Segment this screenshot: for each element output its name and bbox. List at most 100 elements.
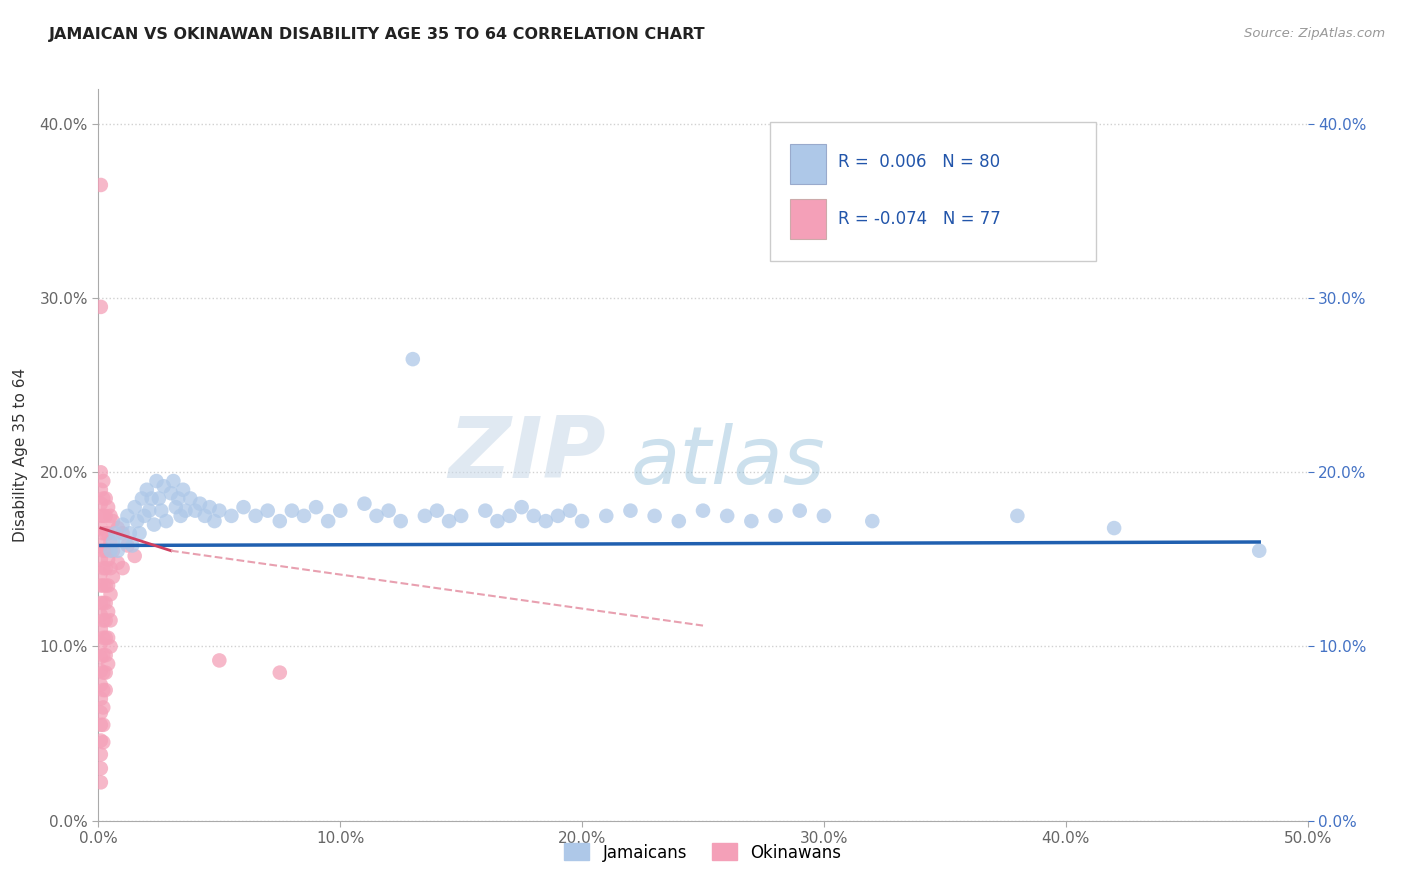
Point (117, 539, 139, 553)
Point (90, 733, 112, 747)
Point (765, 508, 787, 523)
Point (90, 566, 112, 581)
Point (208, 653, 231, 667)
Point (94, 561, 117, 575)
Point (204, 514, 226, 528)
Point (91, 631, 114, 645)
Text: atlas: atlas (630, 423, 825, 501)
Point (90, 747, 112, 762)
Point (124, 500, 146, 515)
Point (366, 508, 388, 523)
Point (91, 718, 114, 732)
Point (143, 517, 166, 532)
FancyBboxPatch shape (790, 199, 827, 239)
Point (97, 552, 120, 566)
Point (668, 514, 690, 528)
Point (127, 514, 149, 528)
Point (90, 775, 112, 789)
Point (91, 596, 114, 610)
Point (97, 578, 120, 592)
Point (232, 500, 254, 515)
Point (281, 503, 304, 517)
Point (692, 503, 714, 517)
Point (329, 503, 352, 517)
Point (437, 514, 460, 528)
Point (90, 578, 112, 592)
Point (91, 735, 114, 749)
Point (292, 508, 315, 523)
Point (1007, 508, 1029, 523)
Point (90, 718, 112, 732)
Point (97, 500, 120, 515)
Point (107, 543, 129, 558)
Point (91, 648, 114, 663)
Point (94, 631, 117, 645)
Point (221, 508, 243, 523)
Point (1249, 543, 1271, 558)
Point (94, 491, 117, 506)
Point (94, 613, 117, 627)
Point (90, 483, 112, 497)
Point (145, 474, 167, 488)
FancyBboxPatch shape (790, 144, 827, 185)
Point (90, 678, 112, 692)
Point (523, 508, 546, 523)
Point (534, 514, 557, 528)
Point (90, 706, 112, 720)
Point (91, 700, 114, 714)
Point (111, 526, 134, 541)
Point (91, 578, 114, 592)
Point (90, 300, 112, 314)
Point (172, 483, 194, 497)
Point (90, 691, 112, 706)
Point (90, 664, 112, 678)
Point (90, 508, 112, 523)
Point (91, 491, 114, 506)
Text: Source: ZipAtlas.com: Source: ZipAtlas.com (1244, 27, 1385, 40)
Point (94, 648, 117, 663)
Point (91, 474, 114, 488)
Point (169, 508, 191, 523)
Point (165, 500, 187, 515)
Point (305, 500, 328, 515)
Point (1102, 521, 1125, 535)
Point (100, 613, 122, 627)
Point (571, 514, 593, 528)
Point (91, 613, 114, 627)
Point (450, 508, 472, 523)
Point (90, 596, 112, 610)
Point (413, 508, 436, 523)
Point (498, 508, 520, 523)
Point (100, 535, 122, 549)
Point (91, 508, 114, 523)
Point (141, 491, 163, 506)
Point (117, 508, 139, 523)
Legend: Jamaicans, Okinawans: Jamaicans, Okinawans (558, 837, 848, 868)
Point (100, 561, 122, 575)
Text: R = -0.074   N = 77: R = -0.074 N = 77 (838, 210, 1001, 227)
Point (90, 622, 112, 636)
Point (860, 514, 883, 528)
Point (94, 665, 117, 680)
Point (128, 526, 150, 541)
Point (179, 491, 201, 506)
Point (91, 683, 114, 698)
Point (94, 543, 117, 558)
Point (789, 503, 811, 517)
Point (107, 521, 129, 535)
Point (90, 552, 112, 566)
Point (316, 514, 339, 528)
FancyBboxPatch shape (769, 122, 1097, 261)
Point (101, 514, 124, 528)
Point (118, 526, 141, 541)
Point (90, 178, 112, 192)
Point (155, 514, 177, 528)
Point (100, 508, 122, 523)
Point (402, 352, 425, 367)
Point (100, 587, 122, 601)
Point (389, 514, 412, 528)
Point (486, 514, 509, 528)
Point (716, 508, 738, 523)
Point (474, 503, 496, 517)
Text: ZIP: ZIP (449, 413, 606, 497)
